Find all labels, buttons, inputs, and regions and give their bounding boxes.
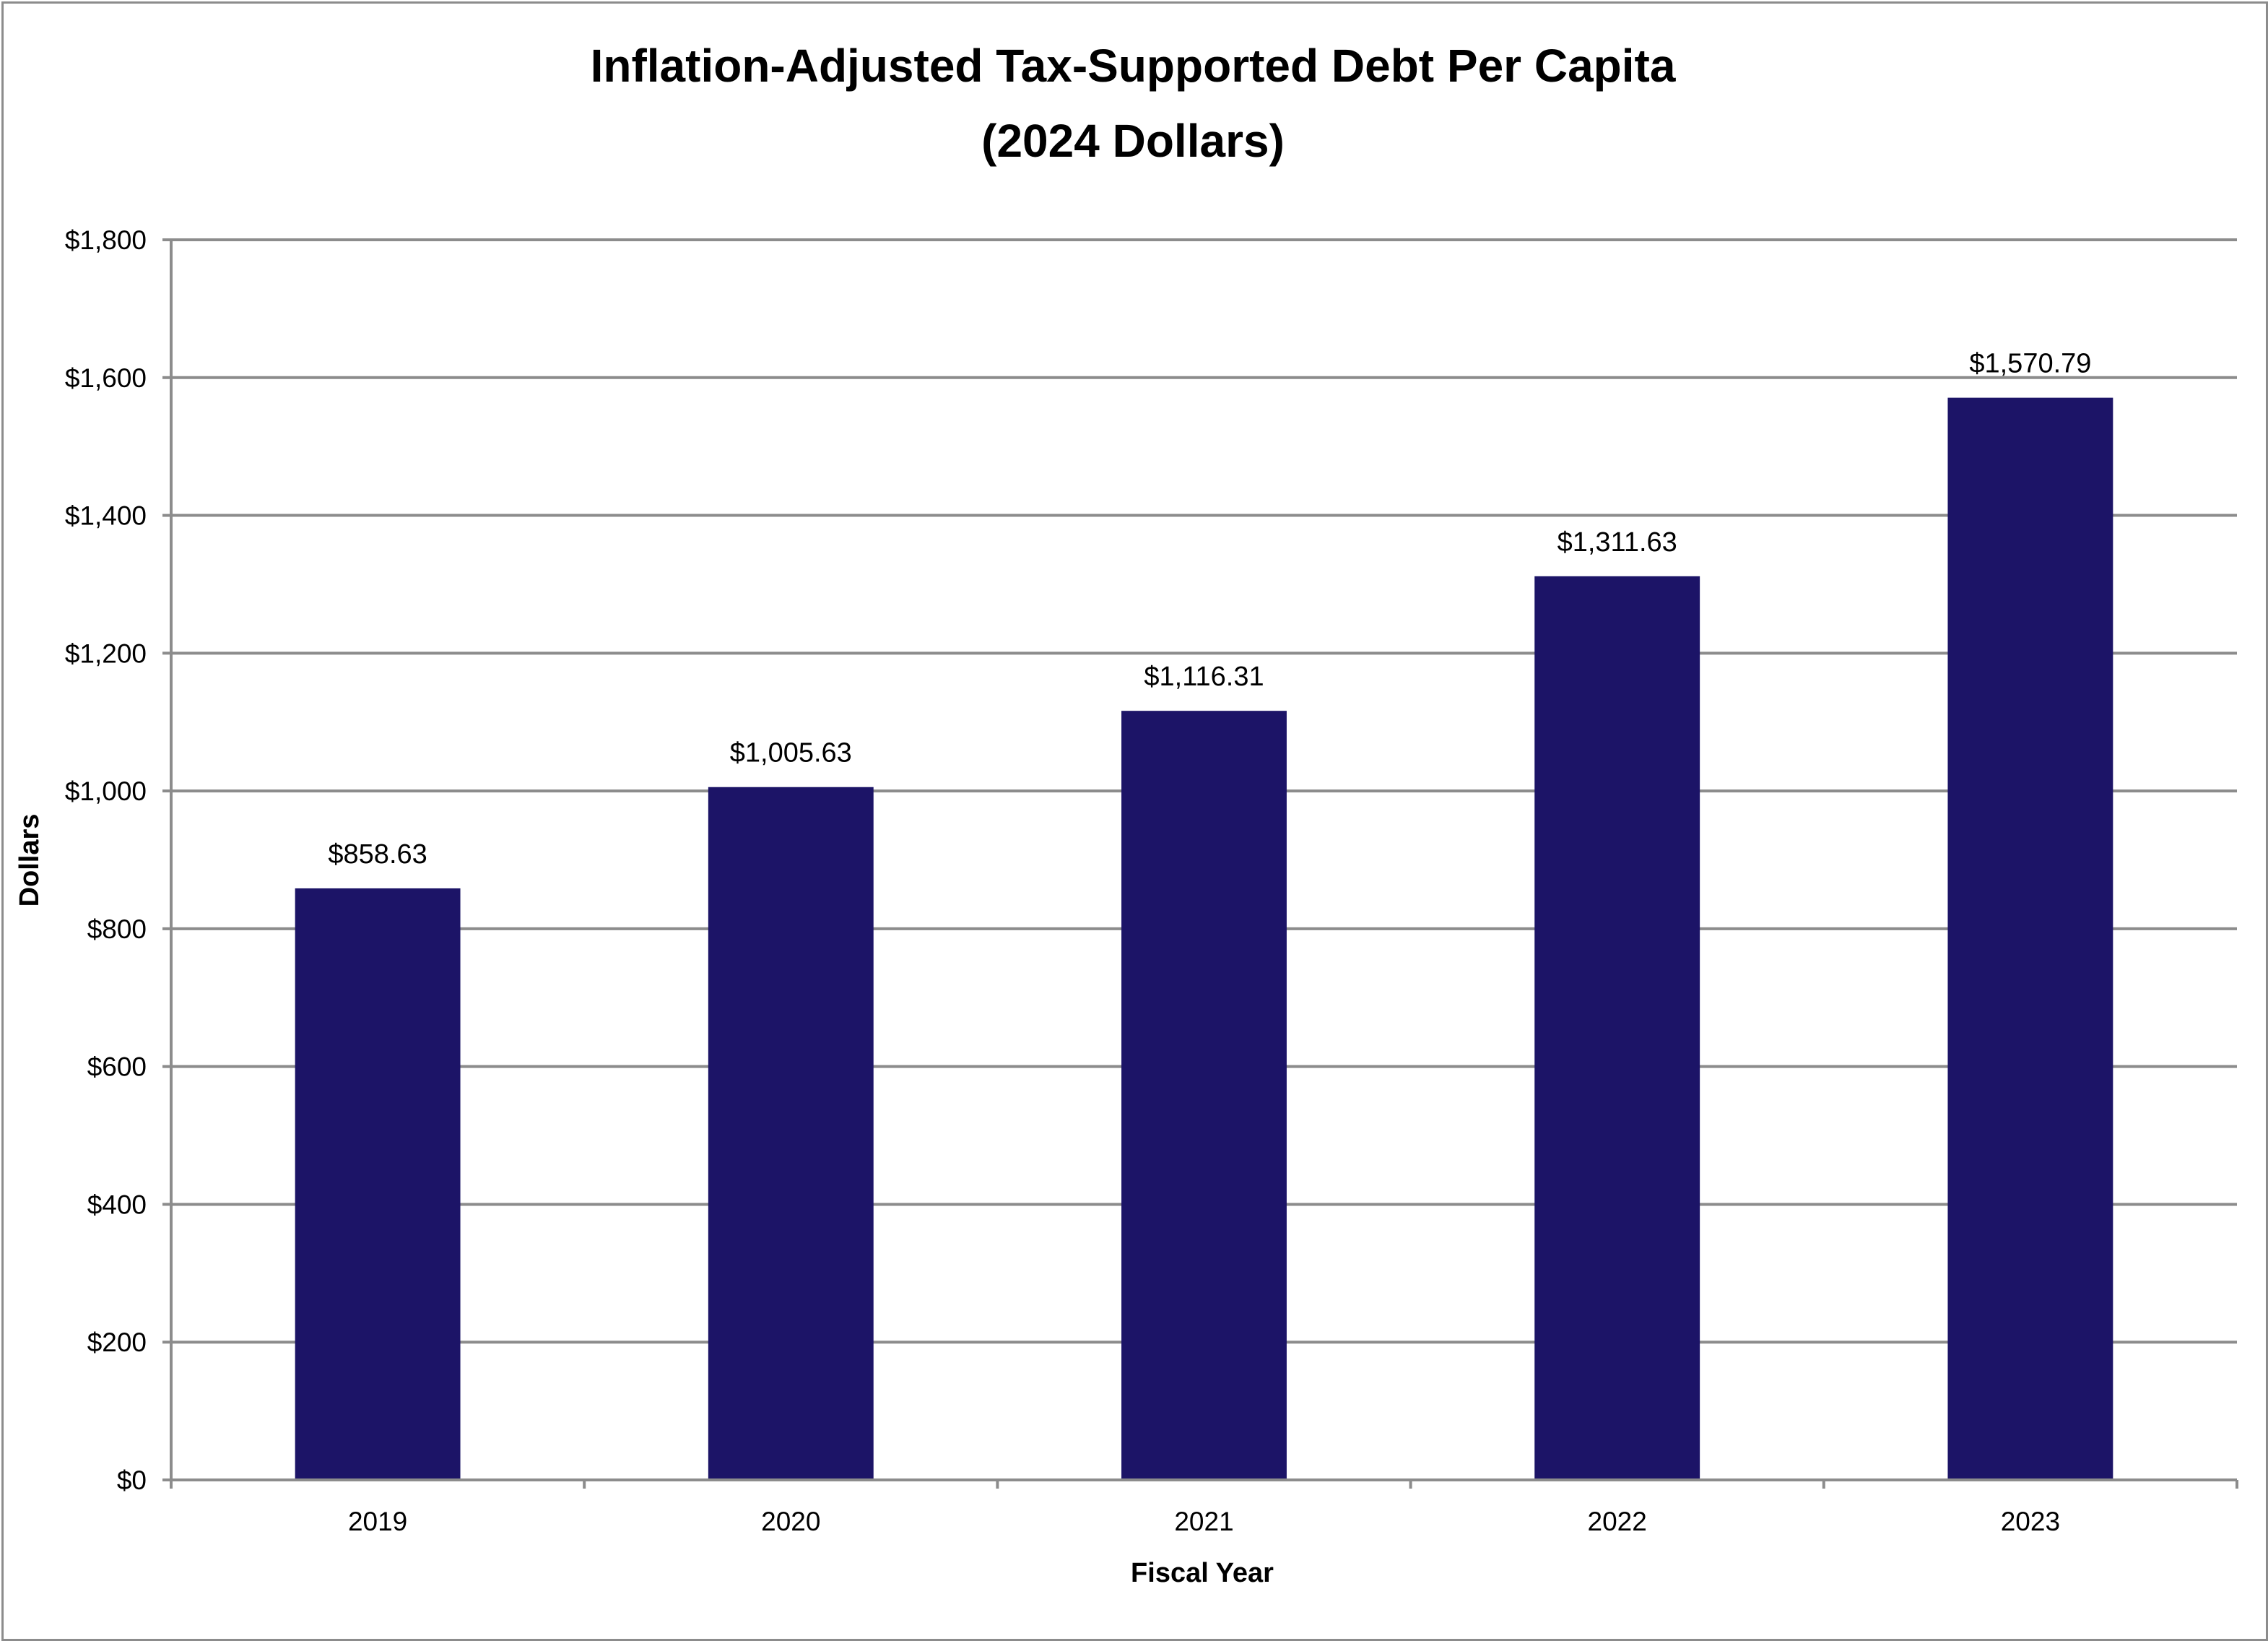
y-tick-label: $1,800 (65, 225, 147, 255)
chart-subtitle: (2024 Dollars) (981, 115, 1285, 167)
bar-2020 (708, 787, 874, 1480)
bar-2023 (1947, 397, 2113, 1480)
bar-2022 (1534, 576, 1700, 1480)
chart-title: Inflation-Adjusted Tax-Supported Debt Pe… (591, 40, 1676, 92)
y-tick-label: $200 (87, 1328, 147, 1357)
y-tick-label: $1,400 (65, 501, 147, 531)
x-tick-label-2019: 2019 (348, 1507, 407, 1536)
y-tick-label: $400 (87, 1190, 147, 1219)
data-label-2019: $858.63 (328, 839, 427, 870)
data-label-2020: $1,005.63 (730, 738, 852, 768)
y-tick-label: $0 (117, 1465, 147, 1495)
x-tick-label-2021: 2021 (1174, 1507, 1233, 1536)
bar-2019 (295, 888, 461, 1480)
x-tick-label-2023: 2023 (2001, 1507, 2060, 1536)
data-label-2023: $1,570.79 (1969, 349, 2091, 379)
labels: $0 $200 $400 $600 $800 $1,000 $1,200 $1,400 $1,6… (65, 225, 2092, 1536)
x-tick-label-2022: 2022 (1588, 1507, 1647, 1536)
x-tick-label-2020: 2020 (761, 1507, 820, 1536)
y-tick-label: $1,200 (65, 638, 147, 668)
data-label-2021: $1,116.31 (1144, 662, 1264, 692)
bar-2021 (1121, 711, 1287, 1480)
x-axis-title: Fiscal Year (1131, 1558, 1274, 1588)
chart-svg: Inflation-Adjusted Tax-Supported Debt Pe… (14, 40, 2238, 1588)
y-tick-label: $800 (87, 914, 147, 944)
y-tick-label: $1,600 (65, 363, 147, 393)
bars (295, 397, 2113, 1480)
y-tick-label: $1,000 (65, 776, 147, 806)
y-tick-label: $600 (87, 1052, 147, 1082)
axes (162, 238, 2238, 1489)
y-axis-title: Dollars (14, 814, 45, 907)
data-label-2022: $1,311.63 (1557, 527, 1677, 558)
